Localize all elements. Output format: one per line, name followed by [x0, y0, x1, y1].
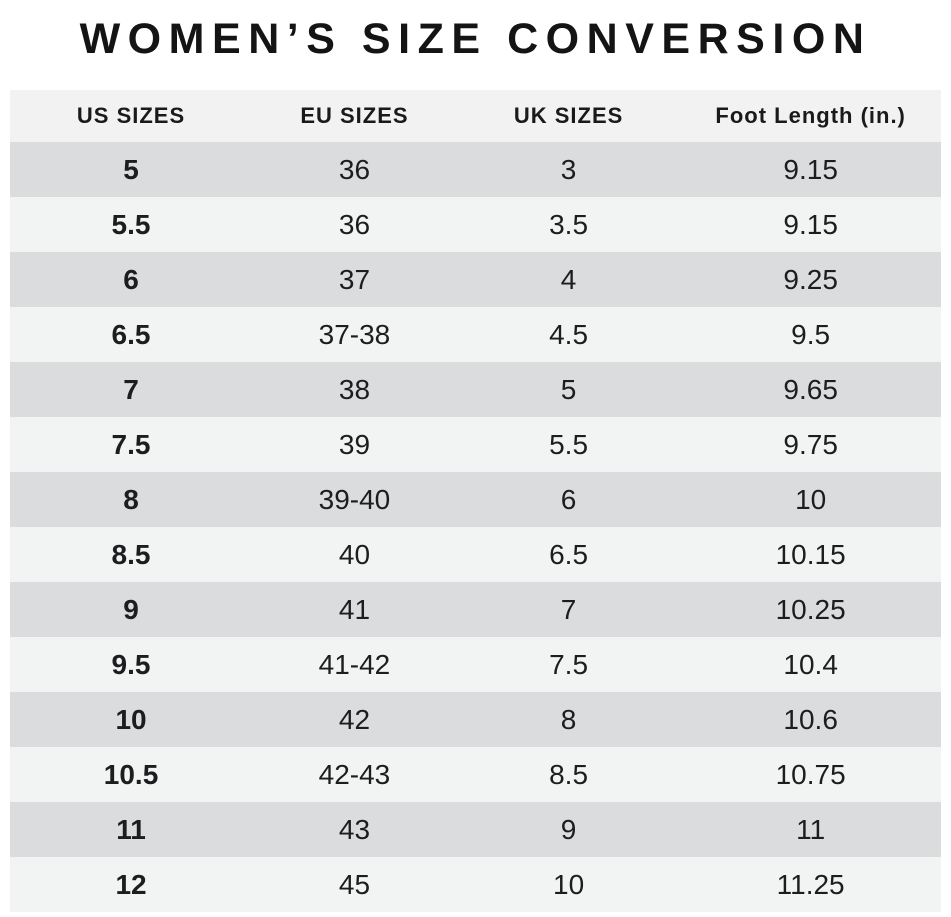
cell-us-size: 11	[116, 813, 146, 845]
cell-foot-length: 9.75	[783, 428, 838, 460]
table-body: 5 36 3 9.15 5.5 36 3.5 9.15 6 37 4 9.25 6.5 37-38 4.5 9…	[10, 142, 941, 912]
cell-eu-size: 42	[338, 703, 371, 735]
cell-eu-size: 38	[338, 373, 371, 405]
cell-eu-size: 41-42	[318, 648, 391, 680]
page-title: WOMEN’S SIZE CONVERSION	[79, 15, 872, 63]
cell-eu-size: 40	[338, 538, 371, 570]
cell-uk-size: 7	[560, 593, 577, 625]
cell-eu-size: 36	[338, 208, 371, 240]
cell-us-size: 8	[123, 483, 139, 515]
table-row: 7 38 5 9.65	[10, 362, 941, 417]
cell-uk-size: 3	[560, 153, 577, 185]
cell-foot-length: 9.15	[783, 208, 838, 240]
cell-foot-length: 10.6	[783, 703, 838, 735]
cell-us-size: 10	[115, 703, 147, 735]
cell-uk-size: 7.5	[549, 648, 589, 680]
table-row: 6.5 37-38 4.5 9.5	[10, 307, 941, 362]
cell-uk-size: 4.5	[549, 318, 589, 350]
cell-eu-size: 37	[338, 263, 371, 295]
cell-us-size: 5	[123, 153, 139, 185]
cell-eu-size: 39	[338, 428, 371, 460]
header-row: US SIZES EU SIZES UK SIZES Foot Length (…	[10, 90, 941, 142]
cell-foot-length: 9.15	[783, 153, 838, 185]
table-row: 5 36 3 9.15	[10, 142, 941, 197]
cell-us-size: 10.5	[103, 758, 159, 790]
cell-foot-length: 10.25	[775, 593, 846, 625]
table-row: 7.5 39 5.5 9.75	[10, 417, 941, 472]
table-row: 8.5 40 6.5 10.15	[10, 527, 941, 582]
cell-foot-length: 11	[796, 813, 826, 845]
table-row: 6 37 4 9.25	[10, 252, 941, 307]
cell-us-size: 9.5	[111, 648, 151, 680]
table-row: 10.5 42-43 8.5 10.75	[10, 747, 941, 802]
cell-us-size: 5.5	[111, 208, 151, 240]
cell-us-size: 8.5	[111, 538, 151, 570]
cell-foot-length: 10	[795, 483, 827, 515]
cell-us-size: 7	[123, 373, 139, 405]
column-header-foot-length: Foot Length (in.)	[680, 90, 941, 142]
cell-us-size: 6	[123, 263, 139, 295]
size-conversion-table-wrap: US SIZES EU SIZES UK SIZES Foot Length (…	[10, 90, 941, 912]
size-conversion-table: US SIZES EU SIZES UK SIZES Foot Length (…	[10, 90, 941, 912]
column-header-us-sizes: US SIZES	[10, 90, 253, 142]
cell-uk-size: 6.5	[549, 538, 589, 570]
table-row: 8 39-40 6 10	[10, 472, 941, 527]
cell-foot-length: 10.15	[775, 538, 846, 570]
cell-us-size: 6.5	[111, 318, 151, 350]
column-header-uk-sizes: UK SIZES	[456, 90, 681, 142]
cell-uk-size: 6	[560, 483, 577, 515]
cell-foot-length: 9.65	[783, 373, 838, 405]
cell-us-size: 12	[115, 868, 147, 900]
table-row: 12 45 10 11.25	[10, 857, 941, 912]
cell-uk-size: 3.5	[549, 208, 589, 240]
cell-eu-size: 37-38	[318, 318, 391, 350]
cell-eu-size: 41	[338, 593, 371, 625]
cell-foot-length: 9.5	[791, 318, 831, 350]
table-row: 9 41 7 10.25	[10, 582, 941, 637]
cell-us-size: 9	[123, 593, 139, 625]
cell-foot-length: 10.4	[783, 648, 838, 680]
cell-uk-size: 5.5	[549, 428, 589, 460]
cell-uk-size: 9	[560, 813, 577, 845]
table-row: 11 43 9 11	[10, 802, 941, 857]
table-row: 10 42 8 10.6	[10, 692, 941, 747]
table-row: 9.5 41-42 7.5 10.4	[10, 637, 941, 692]
cell-uk-size: 4	[560, 263, 577, 295]
cell-uk-size: 8.5	[549, 758, 589, 790]
cell-eu-size: 45	[338, 868, 371, 900]
table-row: 5.5 36 3.5 9.15	[10, 197, 941, 252]
cell-us-size: 7.5	[111, 428, 151, 460]
cell-uk-size: 8	[560, 703, 577, 735]
cell-eu-size: 42-43	[318, 758, 391, 790]
cell-uk-size: 10	[553, 868, 585, 900]
cell-eu-size: 39-40	[318, 483, 391, 515]
column-header-eu-sizes: EU SIZES	[252, 90, 457, 142]
cell-foot-length: 10.75	[775, 758, 846, 790]
cell-eu-size: 36	[338, 153, 371, 185]
cell-uk-size: 5	[560, 373, 577, 405]
cell-foot-length: 9.25	[783, 263, 838, 295]
cell-foot-length: 11.25	[776, 868, 845, 900]
table-header: US SIZES EU SIZES UK SIZES Foot Length (…	[10, 90, 941, 142]
cell-eu-size: 43	[338, 813, 371, 845]
